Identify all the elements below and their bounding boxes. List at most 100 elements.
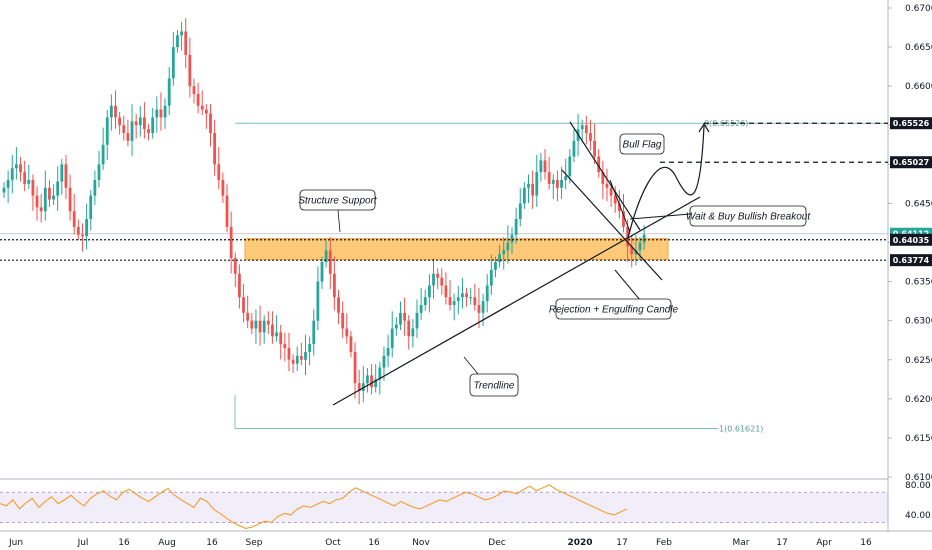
candle-body	[163, 105, 167, 118]
candle-body	[283, 344, 287, 349]
y-tick-label: 0.62000	[905, 395, 932, 405]
candle-body	[485, 285, 489, 302]
candle-body	[531, 183, 535, 196]
candle-body	[72, 211, 76, 227]
trendline-callout	[469, 373, 519, 397]
candle-body	[518, 203, 522, 220]
price-tag-label: 0.65027	[893, 158, 929, 167]
candle-body	[333, 273, 336, 298]
candle-body	[456, 297, 460, 302]
candle-body	[378, 367, 382, 380]
candle-body	[31, 179, 35, 196]
x-tick-label: Jun	[8, 538, 23, 548]
candle-body	[407, 320, 411, 337]
candle-body	[35, 195, 39, 208]
candle-body	[299, 355, 303, 360]
candle-body	[279, 332, 283, 345]
y-tick-label: 0.66000	[905, 82, 932, 92]
bull-flag-lower-line	[561, 169, 663, 281]
candle-body	[440, 277, 444, 286]
candle-body	[473, 297, 477, 306]
y-tick-label: 0.61000	[905, 473, 932, 483]
candle-body	[560, 179, 563, 188]
x-tick-label: 16	[368, 538, 380, 548]
candle-body	[502, 250, 506, 255]
x-tick-label: Aug	[158, 538, 176, 548]
candle-body	[167, 78, 171, 106]
candle-body	[19, 164, 22, 173]
candle-body	[349, 336, 353, 352]
candle-body	[93, 179, 97, 196]
candle-body	[217, 164, 221, 180]
candle-body	[390, 328, 394, 349]
candle-body	[386, 348, 390, 356]
rsi-band	[0, 492, 888, 523]
candle-body	[204, 109, 208, 114]
candle-body	[328, 250, 332, 274]
candle-body	[85, 219, 88, 237]
candle-body	[43, 187, 47, 212]
flag-pointer	[609, 179, 631, 233]
candle-body	[258, 320, 262, 333]
x-tick-label: 16	[118, 538, 130, 548]
candle-body	[539, 160, 543, 173]
candle-body	[403, 312, 407, 321]
candle-body	[547, 172, 551, 184]
candle-body	[394, 324, 398, 329]
candle-body	[605, 183, 609, 188]
candle-body	[572, 140, 576, 157]
candle-body	[498, 254, 501, 263]
projected-path	[627, 125, 705, 239]
candle-body	[551, 179, 555, 184]
candle-body	[597, 156, 601, 173]
candle-body	[39, 207, 43, 212]
bull-flag-callout	[619, 133, 665, 155]
candle-body	[593, 140, 596, 157]
candle-body	[399, 312, 402, 325]
candle-body	[489, 269, 493, 286]
x-tick-label: 2020	[567, 538, 592, 548]
structure-support-zone	[244, 238, 669, 261]
candle-body	[357, 383, 361, 392]
candle-body	[601, 172, 605, 184]
candle-body	[522, 187, 526, 204]
candle-body	[188, 54, 192, 87]
candle-body	[510, 234, 514, 243]
y-tick-label: 0.66500	[905, 43, 932, 53]
candle-body	[320, 262, 324, 282]
candle-body	[27, 179, 31, 184]
drawings-layer	[332, 121, 710, 406]
candle-body	[130, 121, 134, 141]
candle-body	[411, 328, 415, 337]
trendline-label: Trendline	[474, 381, 515, 392]
candle-body	[506, 242, 510, 251]
price-tag-box	[890, 156, 932, 169]
candles-layer[interactable]	[2, 18, 646, 405]
candle-body	[291, 359, 295, 364]
candle-body	[465, 293, 468, 298]
wait-buy-callout	[689, 205, 807, 227]
candle-body	[370, 375, 373, 388]
candle-body	[275, 332, 278, 337]
candle-body	[213, 133, 217, 165]
candle-body	[192, 86, 196, 94]
candle-body	[14, 164, 18, 169]
candle-body	[494, 262, 497, 270]
rsi-line	[0, 484, 628, 530]
candle-body	[580, 125, 584, 130]
price-tag-box	[890, 233, 932, 246]
price-tag-box	[890, 117, 932, 130]
x-tick-label: 17	[776, 538, 787, 548]
y-tick-label: 0.67000	[905, 4, 932, 14]
candle-body	[122, 125, 126, 134]
candle-body	[60, 164, 64, 182]
price-tag-label: 0.63774	[893, 256, 930, 265]
candle-body	[448, 297, 452, 306]
candle-body	[556, 179, 559, 188]
candle-body	[630, 246, 634, 255]
candle-body	[341, 312, 345, 329]
candle-body	[196, 93, 200, 106]
candle-body	[147, 129, 150, 134]
